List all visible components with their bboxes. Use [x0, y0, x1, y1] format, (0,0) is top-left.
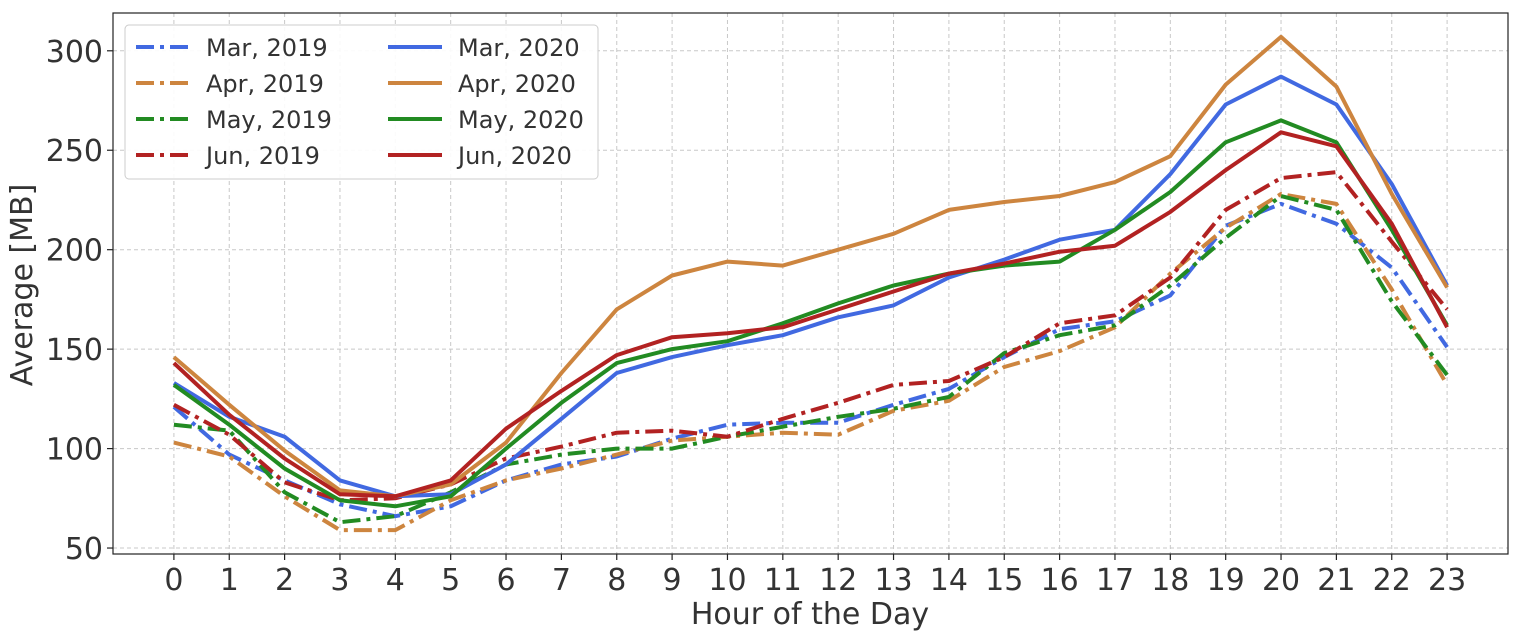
- x-axis-label: Hour of the Day: [691, 597, 929, 632]
- x-tick-label: 21: [1317, 563, 1355, 598]
- x-tick-label: 2: [275, 563, 294, 598]
- legend-label-mar-2019: Mar, 2019: [206, 34, 328, 62]
- x-tick-label: 23: [1428, 563, 1466, 598]
- series-line-may-2019: [173, 194, 1449, 525]
- y-tick-label: 50: [65, 532, 103, 567]
- series-line-jun-2020: [172, 130, 1449, 499]
- legend-label-mar-2020: Mar, 2020: [458, 34, 580, 62]
- series-lines: [172, 34, 1449, 533]
- x-tick-label: 7: [552, 563, 571, 598]
- x-tick-label: 8: [607, 563, 626, 598]
- x-tick-label: 0: [164, 563, 183, 598]
- legend-label-jun-2020: Jun, 2020: [456, 142, 572, 170]
- plot-frame: [112, 12, 1509, 555]
- x-tick-label: 18: [1151, 563, 1189, 598]
- series-line-apr-2019: [173, 192, 1449, 533]
- x-tick-label: 11: [764, 563, 802, 598]
- x-tick-label: 6: [496, 563, 515, 598]
- legend-box: [124, 24, 599, 180]
- y-tick-label: 200: [46, 234, 103, 269]
- y-tick-label: 150: [46, 333, 103, 368]
- x-tick-label: 5: [441, 563, 460, 598]
- x-tick-label: 12: [819, 563, 857, 598]
- x-tick-label: 22: [1373, 563, 1411, 598]
- x-tick-label: 16: [1041, 563, 1079, 598]
- x-tick-label: 13: [874, 563, 912, 598]
- y-tick-label: 100: [46, 433, 103, 468]
- x-tick-label: 19: [1207, 563, 1245, 598]
- y-tick-label: 250: [46, 134, 103, 169]
- legend-label-jun-2019: Jun, 2019: [204, 142, 320, 170]
- x-tick-label: 15: [985, 563, 1023, 598]
- legend-label-may-2019: May, 2019: [206, 106, 332, 134]
- legend: Mar, 2019 Apr, 2019 May, 2019 Jun, 2019 Mar,…: [124, 24, 599, 180]
- x-tick-label: 3: [330, 563, 349, 598]
- axis-ticks: 0 1 2 3 4 5 6 7 8 9 10 11 12 13 14 15 16 17 18 19 20 21 22 2350…: [46, 35, 1466, 598]
- x-tick-label: 10: [708, 563, 746, 598]
- legend-label-may-2020: May, 2020: [458, 106, 584, 134]
- x-tick-label: 20: [1262, 563, 1300, 598]
- x-tick-label: 9: [663, 563, 682, 598]
- x-tick-label: 4: [386, 563, 405, 598]
- y-tick-label: 300: [46, 35, 103, 70]
- series-line-jun-2019: [172, 170, 1449, 503]
- series-line-may-2020: [172, 118, 1449, 509]
- x-tick-label: 14: [930, 563, 968, 598]
- legend-label-apr-2020: Apr, 2020: [458, 70, 576, 98]
- x-tick-label: 17: [1096, 563, 1134, 598]
- x-tick-label: 1: [220, 563, 239, 598]
- y-axis-label: Average [MB]: [5, 184, 40, 387]
- legend-label-apr-2019: Apr, 2019: [206, 70, 324, 98]
- series-line-mar-2019: [172, 201, 1449, 519]
